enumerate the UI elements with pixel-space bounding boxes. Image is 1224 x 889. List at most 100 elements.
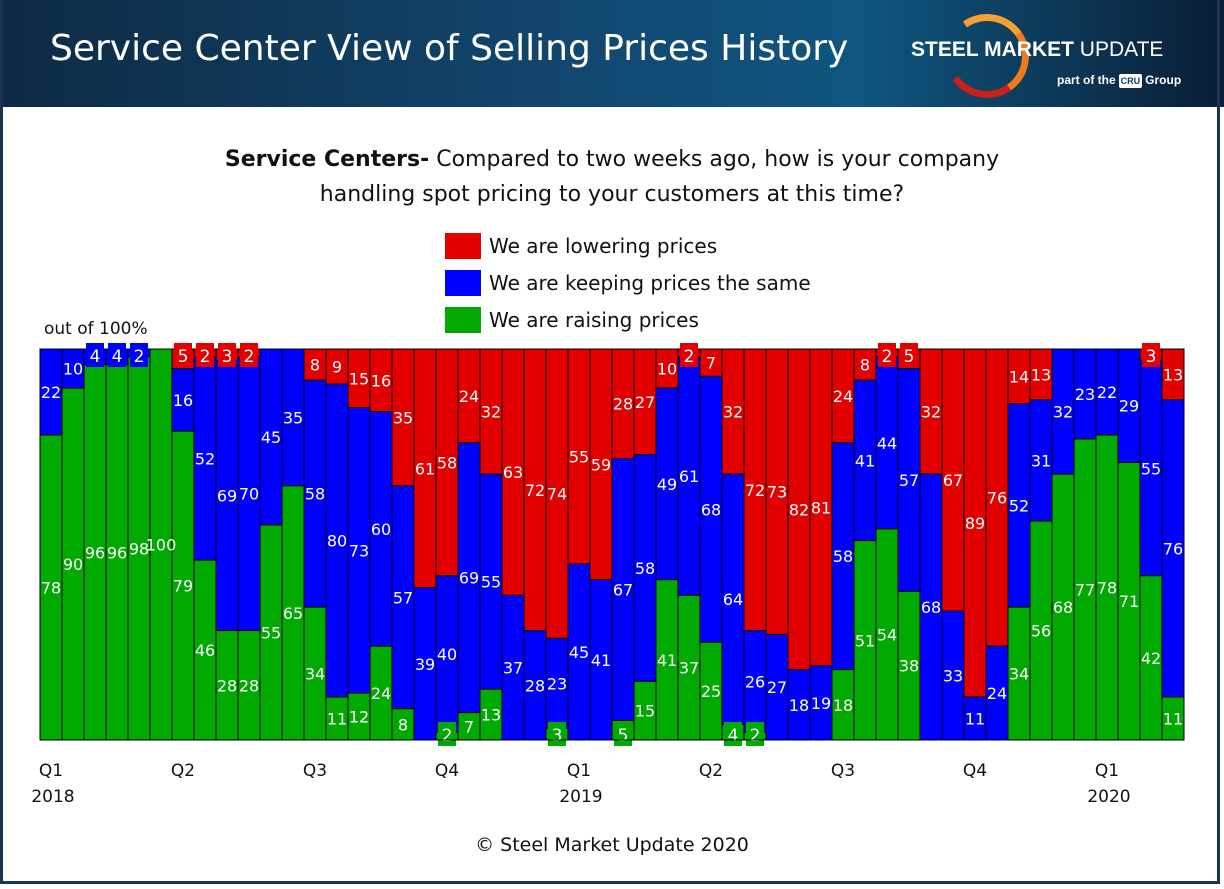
legend-item-lowering: We are lowering prices (445, 227, 811, 264)
data-label-lowering: 82 (789, 500, 809, 519)
data-label-raising: 41 (657, 651, 677, 670)
data-label-raising: 11 (327, 709, 347, 728)
data-label-same: 61 (679, 467, 699, 486)
data-label-same: 24 (987, 684, 1007, 703)
data-label-same: 69 (217, 487, 237, 506)
data-label-lowering: 24 (459, 387, 479, 406)
data-label-raising: 7 (464, 717, 474, 736)
data-label-raising: 8 (398, 715, 408, 734)
data-label-raising: 65 (283, 604, 303, 623)
chart-question: Service Centers- Compared to two weeks a… (0, 142, 1224, 212)
data-label-same: 32 (1053, 403, 1073, 422)
data-label-lowering: 61 (415, 459, 435, 478)
small-value-box (218, 343, 236, 367)
data-label-same: 52 (1009, 496, 1029, 515)
data-label-same: 23 (547, 674, 567, 693)
data-label-raising: 96 (107, 543, 127, 562)
data-label-lowering: 32 (723, 403, 743, 422)
data-label-same: 19 (811, 694, 831, 713)
data-label-raising: 55 (261, 623, 281, 642)
x-tick-quarter: Q4 (963, 761, 987, 781)
data-label-lowering: 27 (635, 393, 655, 412)
data-label-lowering: 59 (591, 455, 611, 474)
small-value-box (86, 343, 104, 367)
data-label-lowering: 89 (965, 514, 985, 533)
data-label-lowering: 72 (525, 481, 545, 500)
data-label-lowering: 81 (811, 498, 831, 517)
data-label-same: 68 (921, 598, 941, 617)
data-label-lowering: 28 (613, 395, 633, 414)
data-label-same: 40 (437, 645, 457, 664)
data-label-raising: 78 (41, 579, 61, 598)
x-tick-quarter: Q1 (1095, 761, 1119, 781)
stacked-bar-chart: 2278109049649629810051679252463692827028… (31, 343, 1185, 807)
data-label-same: 37 (503, 659, 523, 678)
data-label-raising: 5 (618, 726, 629, 746)
data-label-same: 22 (1097, 383, 1117, 402)
legend-label: We are keeping prices the same (489, 270, 811, 295)
data-label-raising: 56 (1031, 622, 1051, 641)
data-label-raising: 34 (1009, 665, 1029, 684)
data-label-raising: 18 (833, 696, 853, 715)
data-label-same: 57 (393, 588, 413, 607)
data-label-raising: 28 (239, 676, 259, 695)
question-line1: Compared to two weeks ago, how is your c… (429, 147, 1000, 172)
data-label-same: 26 (745, 672, 765, 691)
data-label-raising: 11 (1163, 709, 1183, 728)
data-label-lowering: 13 (1031, 365, 1051, 384)
data-label-raising: 77 (1075, 580, 1095, 599)
data-label-same: 58 (305, 485, 325, 504)
data-label-same: 33 (943, 666, 963, 685)
data-label-raising: 46 (195, 641, 215, 660)
small-value-box (878, 343, 896, 367)
data-label-same: 67 (613, 580, 633, 599)
data-label-raising: 68 (1053, 598, 1073, 617)
data-label-same: 49 (657, 475, 677, 494)
x-tick-year: 2019 (559, 787, 602, 807)
data-label-raising: 15 (635, 702, 655, 721)
data-label-same: 69 (459, 569, 479, 588)
data-label-lowering: 5 (904, 347, 915, 367)
data-label-raising: 37 (679, 659, 699, 678)
data-label-lowering: 55 (569, 448, 589, 467)
x-tick-quarter: Q1 (39, 761, 63, 781)
header-banner: Service Center View of Selling Prices Hi… (0, 0, 1224, 107)
data-label-raising: 13 (481, 706, 501, 725)
data-label-lowering: 32 (921, 403, 941, 422)
x-tick-quarter: Q3 (831, 761, 855, 781)
data-label-same: 4 (112, 347, 123, 367)
data-label-same: 31 (1031, 451, 1051, 470)
legend-swatch (445, 232, 481, 259)
legend-label: We are raising prices (489, 307, 699, 332)
x-tick-quarter: Q2 (171, 761, 195, 781)
x-tick-quarter: Q2 (699, 761, 723, 781)
data-label-raising: 100 (146, 536, 177, 555)
data-label-lowering: 58 (437, 453, 457, 472)
data-label-same: 29 (1119, 397, 1139, 416)
data-label-same: 58 (833, 547, 853, 566)
data-label-same: 41 (591, 651, 611, 670)
x-tick-quarter: Q1 (567, 761, 591, 781)
scale-note: out of 100% (44, 319, 148, 339)
data-label-same: 55 (1141, 459, 1161, 478)
data-label-lowering: 2 (244, 347, 255, 367)
question-line2: handling spot pricing to your customers … (319, 182, 905, 207)
data-label-same: 45 (569, 643, 589, 662)
data-label-lowering: 3 (1146, 347, 1157, 367)
data-label-lowering: 74 (547, 485, 567, 504)
data-label-raising: 34 (305, 665, 325, 684)
page-title: Service Center View of Selling Prices Hi… (50, 28, 849, 69)
data-label-lowering: 7 (706, 354, 716, 373)
data-label-lowering: 13 (1163, 365, 1183, 384)
data-label-lowering: 10 (657, 360, 677, 379)
data-label-raising: 2 (750, 726, 761, 746)
data-label-raising: 2 (442, 726, 453, 746)
small-value-box (1142, 343, 1160, 367)
data-label-lowering: 63 (503, 463, 523, 482)
data-label-raising: 24 (371, 684, 391, 703)
small-value-box (900, 343, 918, 367)
data-label-same: 4 (90, 347, 101, 367)
data-label-raising: 28 (217, 676, 237, 695)
steel-market-update-logo: STEEL MARKET UPDATE part of the CRU Group (905, 7, 1205, 105)
data-label-same: 80 (327, 532, 347, 551)
